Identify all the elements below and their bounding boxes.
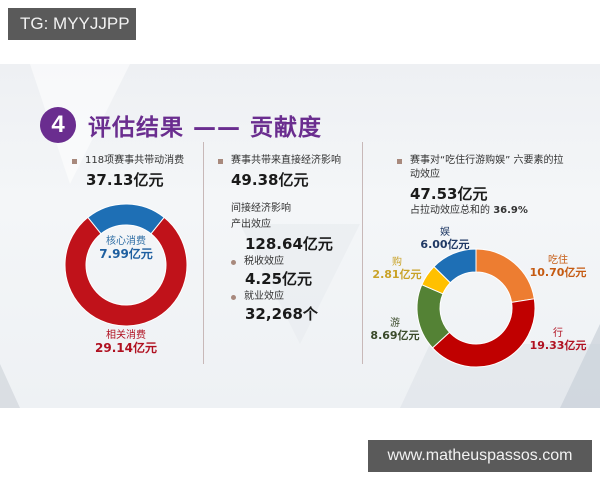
donut-segment-核心消费 [87,203,165,235]
slide: 4 评估结果 —— 贡献度 118项赛事共带动消费 37.13亿元 核心消费 7… [0,64,600,408]
six-elements-column: 赛事对“吃住行游购娱” 六要素的拉 动效应 47.53亿元 占拉动效应总和的 3… [397,154,587,218]
tax-effect-label: 税收效应 [244,256,284,267]
segment-label-entertainment: 娱 6.00亿元 [420,227,470,251]
dot-bullet-icon [231,295,236,300]
core-consumption-label: 核心消费 7.99亿元 [96,236,156,260]
donut-segment-相关消费 [64,216,188,327]
tourism-value: 8.69亿元 [370,329,420,342]
employment-effect-label: 就业效应 [244,291,284,302]
food-lodging-value: 10.70亿元 [529,266,587,279]
watermark-top: TG: MYYJJPP [8,8,136,40]
donut-segment-吃住 [475,248,535,303]
consumption-total: 37.13亿元 [86,171,164,189]
tax-effect-row: 税收效应 [231,255,358,269]
consumption-donut-chart [64,203,188,327]
slide-title-row: 4 评估结果 —— 贡献度 [40,107,323,143]
economic-column: 赛事共带来直接经济影响 49.38亿元 间接经济影响 产出效应 128.64亿元… [218,154,358,324]
six-elements-label-line2: 动效应 [410,169,440,180]
transport-value: 19.33亿元 [529,339,587,352]
direct-impact-value: 49.38亿元 [231,171,309,189]
share-prefix: 占拉动效应总和的 [410,205,490,216]
employment-effect-row: 就业效应 [231,290,358,304]
slide-title: 评估结果 —— 贡献度 [88,115,323,141]
share-value: 36.9% [493,205,528,216]
core-consumption-value: 7.99亿元 [99,247,153,261]
consumption-label: 118项赛事共带动消费 [85,155,185,166]
column-divider-1 [203,142,204,364]
entertainment-value: 6.00亿元 [420,238,470,251]
donut-segment-娱 [433,248,477,284]
column-divider-2 [362,142,363,364]
related-consumption-label: 相关消费 29.14亿元 [86,330,166,354]
food-lodging-name: 吃住 [548,255,568,266]
output-effect-value: 128.64亿元 [245,235,333,253]
direct-impact-label-row: 赛事共带来直接经济影响 [218,154,358,168]
consumption-label-row: 118项赛事共带动消费 [72,154,202,168]
section-number-badge: 4 [40,107,76,143]
segment-label-transport: 行 19.33亿元 [528,328,588,352]
segment-label-food-lodging: 吃住 10.70亿元 [528,255,588,279]
six-elements-label-line1: 赛事对“吃住行游购娱” 六要素的拉 [410,155,564,166]
employment-effect-value: 32,268个 [245,305,318,323]
tourism-name: 游 [390,318,400,329]
six-elements-label-row: 赛事对“吃住行游购娱” 六要素的拉 [397,154,587,168]
indirect-impact-heading: 间接经济影响 [231,203,291,214]
square-bullet-icon [218,159,223,164]
square-bullet-icon [397,159,402,164]
shopping-name: 购 [392,257,402,268]
six-elements-share: 占拉动效应总和的 36.9% [410,204,587,218]
segment-label-tourism: 游 8.69亿元 [370,318,420,342]
transport-name: 行 [553,328,563,339]
related-consumption-value: 29.14亿元 [95,341,157,355]
background-facets [0,64,600,408]
donut-segment-行 [431,298,536,368]
shopping-value: 2.81亿元 [372,268,422,281]
output-effect-label: 产出效应 [231,219,271,230]
six-elements-total: 47.53亿元 [410,185,488,203]
six-elements-donut-chart [416,248,536,368]
square-bullet-icon [72,159,77,164]
dot-bullet-icon [231,260,236,265]
tax-effect-value: 4.25亿元 [245,270,313,288]
segment-label-shopping: 购 2.81亿元 [372,257,422,281]
core-consumption-name: 核心消费 [106,236,146,247]
consumption-column: 118项赛事共带动消费 37.13亿元 [72,154,202,190]
entertainment-name: 娱 [440,227,450,238]
direct-impact-label: 赛事共带来直接经济影响 [231,155,341,166]
watermark-bottom: www.matheuspassos.com [368,440,592,472]
related-consumption-name: 相关消费 [106,330,146,341]
